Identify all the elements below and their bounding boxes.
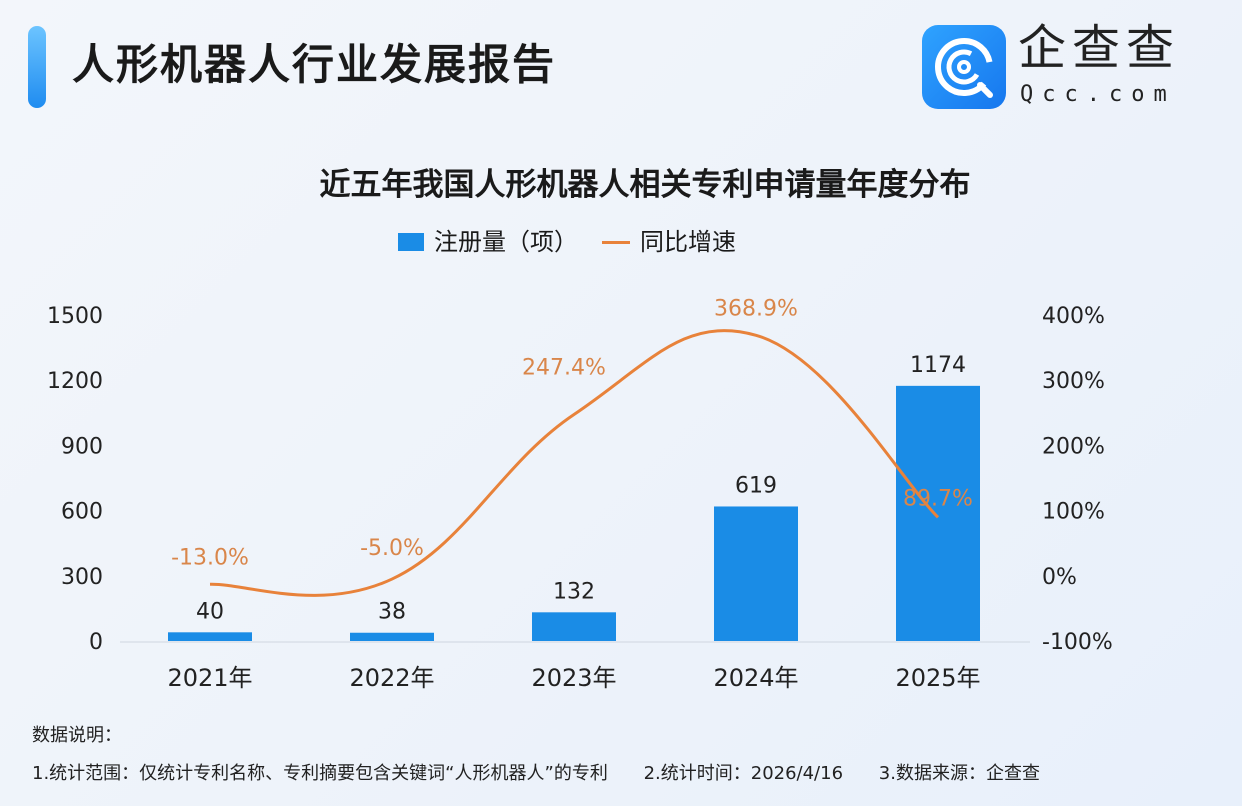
x-tick-label: 2021年 [167,664,252,692]
growth-line [209,329,940,597]
y-right-tick-label: 200% [1042,434,1105,459]
y-right-tick-label: 300% [1042,369,1105,394]
logo-domain: Qcc.com [1020,82,1176,107]
growth-value-label: 247.4% [522,355,606,380]
growth-value-label: -13.0% [171,545,249,570]
bar [532,612,616,641]
x-tick-label: 2022年 [349,664,434,692]
logo-name: 企查查 [1018,20,1181,76]
legend-bar-label: 注册量（项） [434,228,578,256]
bar [896,385,980,641]
bar-value-label: 132 [553,579,595,604]
legend-line-swatch [602,240,630,244]
note-1: 1.统计范围：仅统计专利名称、专利摘要包含关键词“人形机器人”的专利 [32,762,608,784]
bar-value-label: 38 [378,600,406,625]
y-right-tick-label: 0% [1042,565,1077,590]
bar [714,506,798,641]
y-right-tick-label: 100% [1042,500,1105,525]
y-right-tick-label: -100% [1042,630,1113,655]
chart-title: 近五年我国人形机器人相关专利申请量年度分布 [319,167,971,203]
x-tick-label: 2023年 [531,664,616,692]
qcc-logo-icon [922,25,1006,109]
bar-value-label: 1174 [910,353,966,378]
x-tick-label: 2025年 [895,664,980,692]
bar-value-label: 619 [735,473,777,498]
notes: 数据说明： 1.统计范围：仅统计专利名称、专利摘要包含关键词“人形机器人”的专利… [32,726,1070,802]
title-accent-bar [28,26,46,108]
x-tick-label: 2024年 [713,664,798,692]
growth-value-label: 89.7% [903,486,973,511]
legend: 注册量（项） 同比增速 [398,230,736,254]
legend-line-label: 同比增速 [640,228,736,256]
notes-heading: 数据说明： [32,725,122,746]
growth-value-label: 368.9% [714,296,798,321]
bar [350,632,434,641]
legend-bar-swatch [398,233,424,251]
y-left-tick-label: 1500 [47,304,103,329]
y-left-tick-label: 1200 [47,369,103,394]
y-left-tick-label: 600 [61,500,103,525]
y-left-tick-label: 900 [61,434,103,459]
bar-value-label: 40 [196,599,224,624]
bar [168,632,252,641]
y-left-tick-label: 300 [61,565,103,590]
y-right-tick-label: 400% [1042,304,1105,329]
note-2: 2.统计时间：2026/4/16 [643,762,844,784]
report-title: 人形机器人行业发展报告 [72,40,557,89]
y-left-tick-label: 0 [89,630,103,655]
note-3: 3.数据来源：企查查 [878,762,1040,784]
growth-value-label: -5.0% [360,536,424,561]
